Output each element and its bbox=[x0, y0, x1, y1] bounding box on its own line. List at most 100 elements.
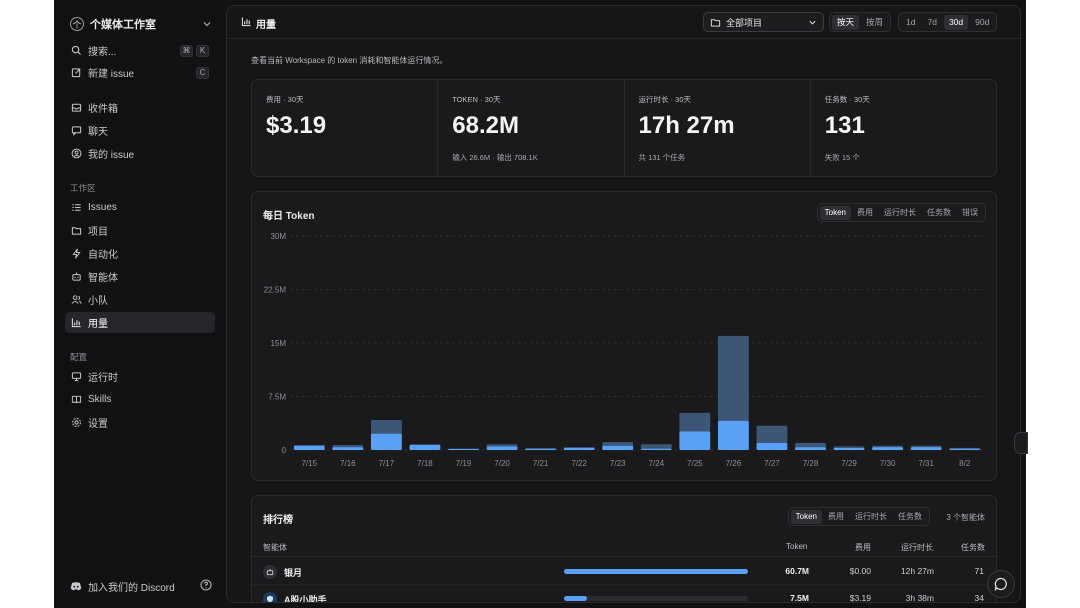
search-label: 搜索... bbox=[88, 47, 117, 58]
floating-assistant-tab[interactable] bbox=[1014, 432, 1028, 454]
range-option-90d[interactable]: 90d bbox=[975, 17, 990, 27]
x-tick-label: 7/20 bbox=[494, 459, 510, 468]
bar-segment-output bbox=[486, 444, 518, 447]
sidebar-item-inbox[interactable]: 收件箱 bbox=[65, 97, 215, 118]
bar-segment-input bbox=[756, 442, 788, 450]
bar-segment-output bbox=[795, 442, 826, 448]
stat-value: $3.19 bbox=[266, 112, 327, 139]
chat-icon bbox=[70, 125, 82, 137]
range-option-1d[interactable]: 1d bbox=[906, 17, 916, 27]
sidebar-item-projects[interactable]: 项目 bbox=[65, 220, 215, 241]
inbox-icon bbox=[70, 102, 82, 114]
x-tick-label: 8/2 bbox=[959, 459, 971, 468]
workspace-switcher[interactable]: 个 个媒体工作室 bbox=[64, 13, 216, 35]
gear-icon bbox=[70, 417, 82, 429]
bar-segment-input bbox=[679, 431, 711, 450]
sidebar-item-usage[interactable]: 用量 bbox=[65, 312, 215, 333]
chart-tab-tasks[interactable]: 任务数 bbox=[927, 208, 951, 217]
bar-chart-icon bbox=[241, 17, 251, 27]
sidebar-item-label: 自动化 bbox=[88, 250, 118, 261]
bar-segment-output bbox=[872, 445, 904, 448]
column-header-tasks: 任务数 bbox=[961, 543, 985, 552]
agent-cost: $3.19 bbox=[849, 593, 871, 603]
stat-label: 任务数 · 30天 bbox=[824, 95, 870, 104]
table-row[interactable]: 银月 60.7M $0.00 12h 27m 71 bbox=[252, 558, 996, 585]
help-icon[interactable] bbox=[200, 579, 212, 591]
y-tick-label: 30M bbox=[270, 232, 286, 241]
sidebar-item-skills[interactable]: Skills bbox=[65, 389, 215, 410]
stat-value: 131 bbox=[824, 112, 865, 139]
x-tick-label: 7/31 bbox=[918, 459, 934, 468]
x-tick-label: 7/25 bbox=[687, 459, 703, 468]
x-tick-label: 7/22 bbox=[571, 459, 587, 468]
agent-tasks: 34 bbox=[974, 593, 984, 603]
stat-value: 68.2M bbox=[452, 112, 519, 139]
sidebar: 个 个媒体工作室 搜索... ⌘ K 新建 issue C 收件箱 聊天 bbox=[54, 0, 226, 608]
ranking-tab-duration[interactable]: 运行时长 bbox=[855, 512, 887, 521]
agent-duration: 3h 38m bbox=[905, 593, 934, 603]
sidebar-item-issues[interactable]: Issues bbox=[65, 197, 215, 218]
bar-segment-input bbox=[448, 448, 479, 450]
stat-card-cost: 费用 · 30天 $3.19 bbox=[252, 80, 439, 176]
sidebar-item-label: 聊天 bbox=[88, 127, 108, 138]
x-tick-label: 7/30 bbox=[880, 459, 896, 468]
search-button[interactable]: 搜索... ⌘ K bbox=[65, 40, 215, 61]
sidebar-item-chat[interactable]: 聊天 bbox=[65, 120, 215, 141]
main-panel: 用量 全部项目 按天 按周 1d 7d 30d 90d 查看当前 Workspa… bbox=[226, 5, 1021, 603]
bar-segment-input bbox=[795, 447, 826, 450]
search-icon bbox=[70, 45, 82, 57]
sidebar-item-settings[interactable]: 设置 bbox=[65, 412, 215, 433]
bar-segment-output bbox=[949, 447, 981, 449]
discord-link[interactable]: 加入我们的 Discord bbox=[65, 576, 215, 597]
ranking-table-header: 智能体 Token 费用 运行时长 任务数 bbox=[252, 538, 996, 557]
sidebar-item-label: 运行时 bbox=[88, 373, 118, 384]
chat-bubble-icon bbox=[994, 577, 1007, 591]
x-tick-label: 7/16 bbox=[340, 459, 356, 468]
shield-icon bbox=[263, 592, 277, 602]
sidebar-item-automation[interactable]: 自动化 bbox=[65, 243, 215, 264]
table-row[interactable]: A股小助手 7.5M $3.19 3h 38m 34 bbox=[252, 585, 996, 603]
chart-tab-token[interactable]: Token bbox=[819, 205, 851, 220]
sidebar-item-team[interactable]: 小队 bbox=[65, 289, 215, 310]
project-select-value: 全部项目 bbox=[726, 17, 763, 28]
ranking-title: 排行榜 bbox=[263, 515, 293, 526]
column-header-token: Token bbox=[786, 542, 808, 551]
ranking-metric-tabs: Token 费用 运行时长 任务数 bbox=[787, 507, 930, 526]
shortcut-key: ⌘ bbox=[180, 44, 193, 57]
chart-tab-cost[interactable]: 费用 bbox=[857, 208, 873, 217]
user-circle-icon bbox=[70, 148, 82, 160]
x-tick-label: 7/24 bbox=[648, 459, 664, 468]
sidebar-item-runtime[interactable]: 运行时 bbox=[65, 366, 215, 387]
chat-support-button[interactable] bbox=[987, 570, 1015, 598]
list-icon bbox=[70, 202, 82, 214]
project-select[interactable]: 全部项目 bbox=[703, 12, 824, 32]
agent-name: A股小助手 bbox=[284, 595, 327, 603]
group-option-day[interactable]: 按天 bbox=[832, 14, 860, 30]
group-option-week[interactable]: 按周 bbox=[866, 17, 884, 27]
sidebar-item-agents[interactable]: 智能体 bbox=[65, 266, 215, 287]
stat-sub: 共 131 个任务 bbox=[638, 153, 686, 162]
new-issue-button[interactable]: 新建 issue C bbox=[65, 62, 215, 83]
sidebar-item-label: 小队 bbox=[88, 296, 108, 307]
ranking-tab-tasks[interactable]: 任务数 bbox=[898, 512, 922, 521]
ranking-tab-token[interactable]: Token bbox=[790, 509, 822, 524]
bar-segment-input bbox=[640, 448, 672, 450]
agent-count: 3 个智能体 bbox=[946, 513, 985, 522]
team-icon bbox=[70, 294, 82, 306]
shortcut-key: C bbox=[196, 66, 209, 79]
chart-tab-duration[interactable]: 运行时长 bbox=[884, 208, 916, 217]
x-tick-label: 7/28 bbox=[803, 459, 819, 468]
bar-segment-input bbox=[332, 447, 364, 450]
range-option-7d[interactable]: 7d bbox=[927, 17, 937, 27]
stat-label: 运行时长 · 30天 bbox=[638, 95, 692, 104]
ranking-tab-cost[interactable]: 费用 bbox=[828, 512, 844, 521]
stat-card-token: TOKEN · 30天 68.2M 输入 26.6M · 输出 708.1K bbox=[438, 80, 625, 176]
chart-tab-errors[interactable]: 错误 bbox=[962, 208, 978, 217]
sidebar-item-my-issues[interactable]: 我的 issue bbox=[65, 143, 215, 164]
bar-segment-input bbox=[525, 448, 557, 450]
bar-segment-output bbox=[833, 446, 865, 448]
bar-segment-output bbox=[910, 445, 942, 448]
column-header-cost: 费用 bbox=[855, 543, 871, 552]
x-tick-label: 7/19 bbox=[456, 459, 472, 468]
range-option-30d[interactable]: 30d bbox=[943, 14, 969, 30]
